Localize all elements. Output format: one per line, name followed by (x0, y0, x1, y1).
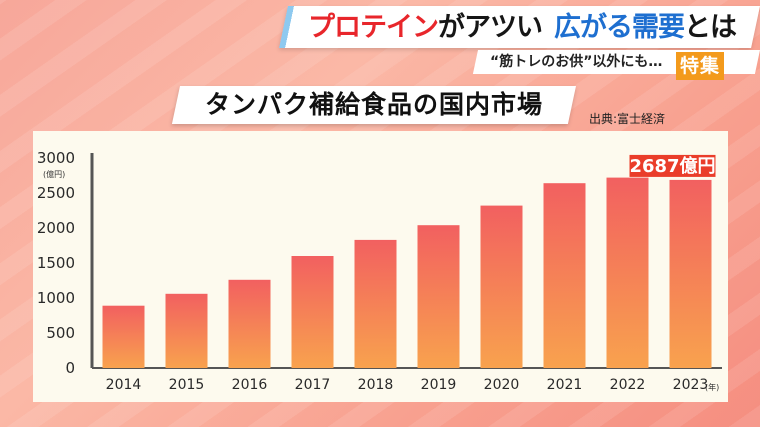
y-tick-label: 3000 (37, 149, 75, 167)
value-callout-label: 2687億円 (629, 155, 715, 177)
chart-title: タンパク補給食品の国内市場 (204, 90, 543, 119)
x-axis-unit-label: (年) (705, 382, 719, 392)
y-tick-label: 1500 (37, 254, 75, 272)
x-tick-label: 2017 (295, 377, 331, 393)
bar (669, 179, 712, 368)
x-tick-label: 2018 (358, 377, 394, 393)
headline-part-towa: とは (684, 12, 737, 43)
value-callout-box (629, 154, 716, 177)
feature-badge: 特集 (676, 52, 724, 80)
headline-part-demand: 広がる需要 (554, 12, 685, 43)
headline-part-protein: プロテイン (308, 12, 439, 43)
x-tick-label: 2022 (610, 377, 646, 393)
bar-chart: (億円) (年) 0 500 1000 1500 2000 2500 3000 2014 20… (37, 149, 722, 393)
bar (543, 183, 586, 368)
bar (354, 239, 397, 368)
bar (291, 256, 334, 368)
x-tick-label: 2014 (106, 377, 142, 393)
x-tick-label: 2015 (169, 377, 205, 393)
x-tick-label: 2016 (232, 377, 268, 393)
bar (165, 293, 208, 368)
bar (228, 279, 271, 368)
x-tick-label: 2021 (547, 377, 583, 393)
x-tick-label: 2023 (673, 377, 709, 393)
subheadline: “筋トレのお供”以外にも… (490, 54, 663, 70)
x-tick-label: 2020 (484, 377, 520, 393)
bar (480, 205, 523, 368)
y-tick-label: 2500 (37, 184, 75, 202)
y-tick-label: 500 (46, 324, 75, 342)
bar (606, 177, 649, 368)
source-credit: 出典:富士経済 (589, 112, 666, 126)
bar (417, 225, 460, 368)
y-tick-label: 1000 (37, 289, 75, 307)
chart-panel: (億円) (年) 0 500 1000 1500 2000 2500 3000 2014 20… (33, 131, 728, 402)
x-tick-label: 2019 (421, 377, 457, 393)
headline-part-hot: がアツい (438, 12, 543, 43)
y-tick-label: 0 (65, 359, 75, 377)
y-axis-unit-label: (億円) (43, 169, 65, 179)
bar (102, 305, 145, 368)
y-tick-label: 2000 (37, 219, 75, 237)
headline: プロテインがアツい 広がる需要とは (308, 8, 737, 48)
